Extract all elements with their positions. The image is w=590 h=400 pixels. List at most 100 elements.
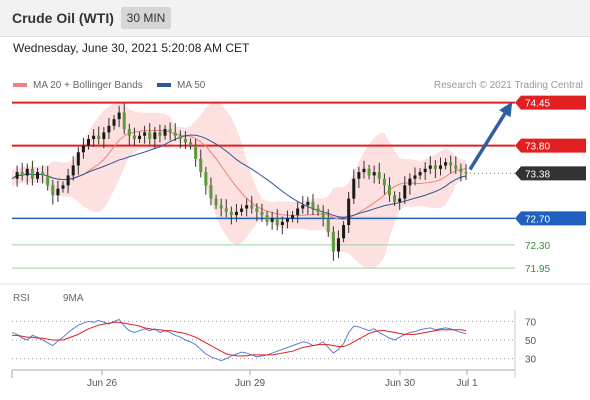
candle-body: [342, 225, 346, 239]
candle-body: [122, 112, 126, 130]
bollinger-band: [12, 100, 466, 268]
candle-body: [127, 129, 131, 136]
candle-body: [102, 132, 106, 140]
rsi-tick-label-50: 50: [525, 336, 537, 347]
level-tag-74.45: [515, 95, 586, 110]
rsi-tick-label-30: 30: [525, 355, 537, 366]
level-label-72.70: 72.70: [525, 214, 550, 225]
x-tick-label: Jul 1: [456, 378, 478, 389]
candle-body: [168, 129, 172, 133]
legend-item-ma50: MA 50: [157, 80, 205, 91]
candle-body: [347, 198, 351, 226]
candle-body: [20, 172, 24, 176]
candle-body: [403, 185, 407, 199]
level-label-74.45: 74.45: [525, 99, 550, 110]
candle-body: [148, 132, 152, 140]
ma50-line: [11, 134, 467, 218]
candle-body: [219, 205, 223, 209]
ma50-swatch: [157, 83, 171, 88]
candle-body: [66, 175, 70, 186]
x-tick-label: Jun 30: [385, 378, 415, 389]
candle-body: [36, 172, 40, 179]
candle-body: [464, 172, 468, 174]
candle-body: [311, 201, 315, 209]
report-datetime: Wednesday, June 30, 2021 5:20:08 AM CET: [13, 41, 250, 55]
candle-body: [408, 178, 412, 186]
chart-header: Crude Oil (WTI) 30 MIN: [0, 0, 590, 37]
candle-body: [194, 145, 198, 159]
candle-body: [143, 132, 147, 136]
projection-arrow-head: [499, 101, 513, 118]
candle-body: [362, 168, 366, 173]
candle-body: [255, 208, 259, 212]
candle-body: [454, 165, 458, 169]
rsi-legend-label: RSI: [13, 293, 30, 304]
candle-body: [331, 231, 335, 252]
candle-body: [189, 142, 193, 146]
candle-body: [387, 185, 391, 196]
candle-body: [240, 208, 244, 212]
candle-body: [459, 168, 463, 173]
candle-body: [245, 205, 249, 209]
timeframe-badge[interactable]: 30 MIN: [121, 7, 171, 29]
rsi-ma9-line: [12, 321, 467, 357]
candle-body: [76, 152, 80, 166]
candle-body: [382, 178, 386, 186]
candle-body: [41, 172, 45, 176]
ma9-legend-label: 9MA: [63, 293, 84, 304]
candle-body: [260, 211, 264, 216]
rsi-tick-label-70: 70: [525, 317, 537, 328]
legend-item-9ma: 9MA: [63, 293, 84, 304]
x-tick-label: Jun 29: [235, 378, 265, 389]
ma20-swatch: [13, 83, 27, 88]
candle-body: [306, 201, 310, 206]
x-tick-label: Jun 26: [87, 378, 117, 389]
rsi-line: [11, 318, 467, 362]
level-label-72.30: 72.30: [525, 241, 550, 252]
candle-body: [229, 211, 233, 216]
candle-body: [444, 162, 448, 166]
candle-body: [291, 215, 295, 219]
candle-body: [270, 218, 274, 222]
candle-body: [285, 218, 289, 222]
candle-body: [398, 198, 402, 202]
candle-body: [51, 185, 55, 196]
candle-body: [71, 165, 75, 176]
legend-item-ma20: MA 20 + Bollinger Bands: [13, 80, 143, 91]
level-label-73.38: 73.38: [525, 169, 550, 180]
level-tag-72.70: [515, 211, 586, 226]
candle-body: [61, 185, 65, 189]
candle-body: [178, 135, 182, 140]
candle-body: [173, 132, 177, 136]
candle-body: [209, 185, 213, 199]
ma50-legend-label: MA 50: [177, 80, 206, 91]
candle-body: [418, 172, 422, 176]
candle-body: [25, 168, 29, 176]
candle-body: [352, 178, 356, 199]
candle-body: [301, 205, 305, 209]
candle-body: [423, 168, 427, 173]
level-tag-73.80: [515, 138, 586, 153]
candle-body: [438, 165, 442, 169]
candle-body: [250, 205, 254, 209]
candle-body: [132, 135, 136, 140]
candle-body: [372, 172, 376, 176]
level-tag-73.38: [515, 166, 586, 181]
candle-body: [117, 112, 121, 120]
candle-body: [163, 129, 167, 136]
candle-body: [336, 238, 340, 252]
candle-body: [377, 172, 381, 179]
candle-body: [107, 125, 111, 133]
candle-body: [280, 221, 284, 226]
candle-body: [296, 208, 300, 216]
candle-body: [204, 172, 208, 186]
candle-body: [224, 208, 228, 212]
candle-body: [81, 145, 85, 153]
level-label-71.95: 71.95: [525, 264, 550, 275]
candle-body: [393, 195, 397, 202]
instrument-title: Crude Oil (WTI): [12, 10, 114, 26]
level-label-73.80: 73.80: [525, 142, 550, 153]
ma20-legend-label: MA 20 + Bollinger Bands: [33, 80, 143, 91]
research-credit: Research © 2021 Trading Central: [433, 80, 583, 91]
candle-body: [367, 168, 371, 176]
